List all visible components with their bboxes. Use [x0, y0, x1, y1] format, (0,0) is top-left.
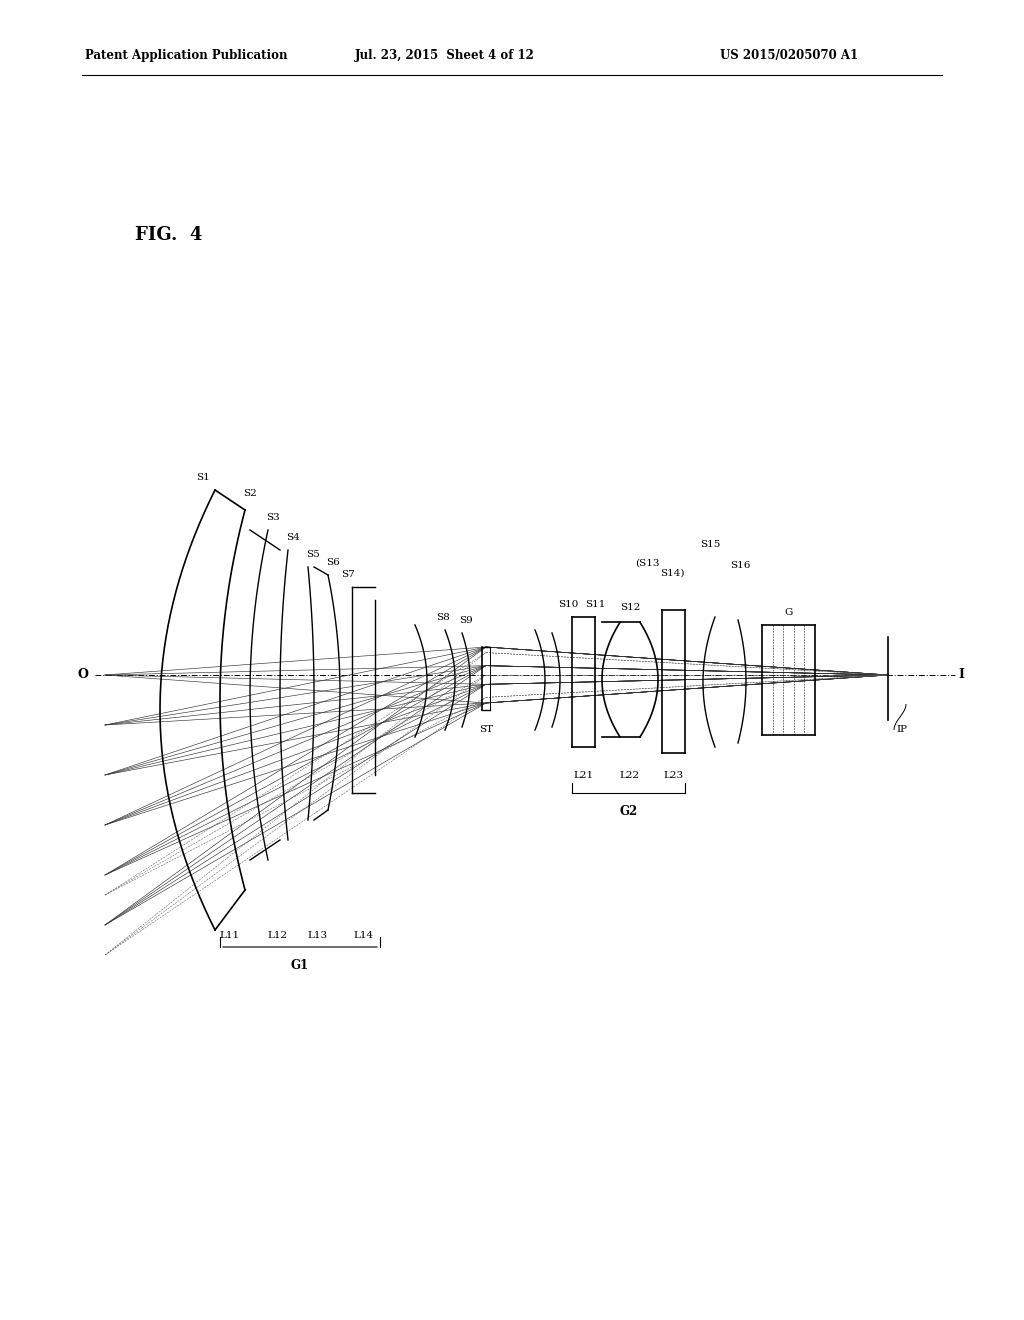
- Text: IP: IP: [896, 725, 907, 734]
- Text: L14: L14: [353, 931, 374, 940]
- Text: US 2015/0205070 A1: US 2015/0205070 A1: [720, 49, 858, 62]
- Text: S5: S5: [306, 550, 319, 558]
- Text: S10: S10: [558, 601, 579, 609]
- Text: G2: G2: [620, 805, 638, 818]
- Text: S16: S16: [730, 561, 751, 570]
- Text: L21: L21: [573, 771, 594, 780]
- Text: S14): S14): [660, 569, 684, 577]
- Text: G: G: [784, 609, 793, 616]
- Text: FIG.  4: FIG. 4: [135, 226, 203, 244]
- Text: S2: S2: [243, 488, 257, 498]
- Text: S9: S9: [459, 616, 473, 624]
- Text: L22: L22: [620, 771, 640, 780]
- Text: S8: S8: [436, 612, 450, 622]
- Text: S4: S4: [286, 533, 300, 543]
- Text: S6: S6: [326, 558, 340, 568]
- Text: S12: S12: [620, 603, 640, 612]
- Text: Jul. 23, 2015  Sheet 4 of 12: Jul. 23, 2015 Sheet 4 of 12: [355, 49, 535, 62]
- Text: L13: L13: [308, 931, 328, 940]
- Text: O: O: [77, 668, 88, 681]
- Text: L12: L12: [268, 931, 288, 940]
- Text: L23: L23: [664, 771, 684, 780]
- Text: ST: ST: [479, 725, 494, 734]
- Text: S7: S7: [341, 570, 355, 579]
- Text: S11: S11: [585, 601, 605, 609]
- Text: L11: L11: [220, 931, 240, 940]
- Text: S3: S3: [266, 513, 280, 521]
- Text: S15: S15: [699, 540, 720, 549]
- Text: I: I: [958, 668, 964, 681]
- Text: (S13: (S13: [635, 558, 659, 568]
- Text: Patent Application Publication: Patent Application Publication: [85, 49, 288, 62]
- Text: G1: G1: [291, 960, 309, 972]
- Text: S1: S1: [197, 473, 210, 482]
